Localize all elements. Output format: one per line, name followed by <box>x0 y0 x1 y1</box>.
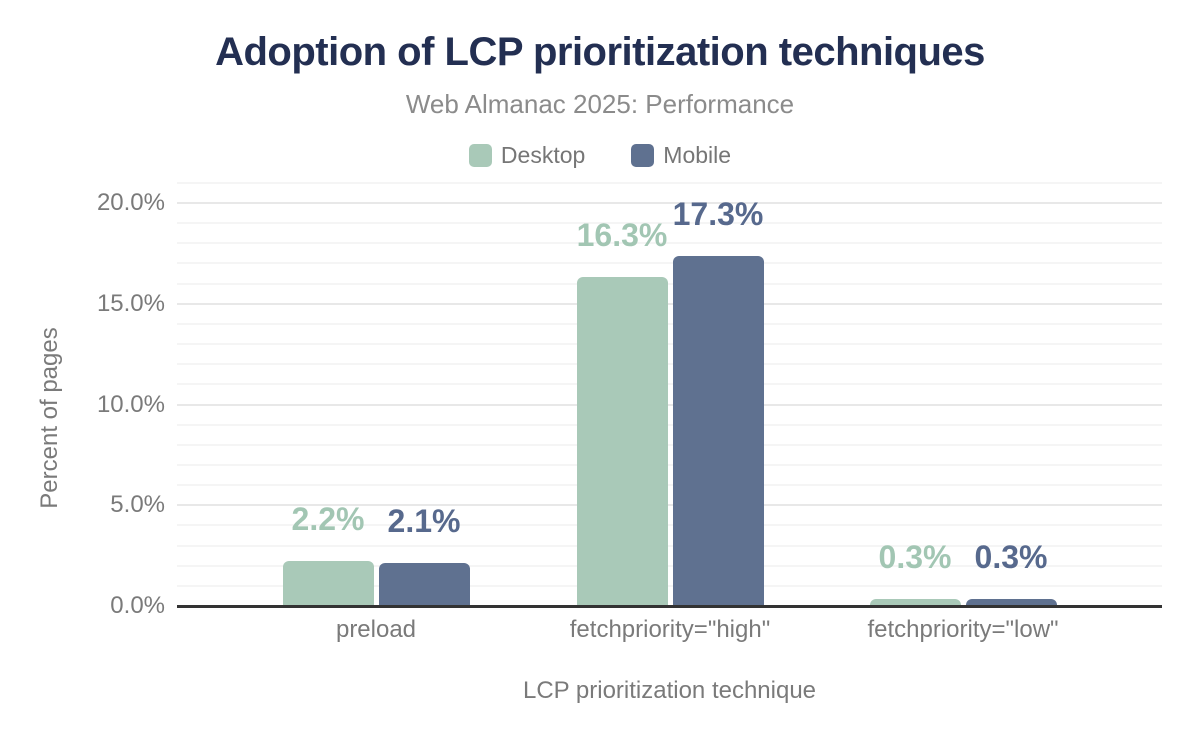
legend: Desktop Mobile <box>0 142 1200 169</box>
mobile-series-swatch-icon <box>631 144 655 167</box>
minor-gridline-2 <box>177 565 1162 567</box>
minor-gridline-4 <box>177 524 1162 526</box>
x-axis-title: LCP prioritization technique <box>522 677 817 704</box>
minor-gridline-16 <box>177 283 1162 285</box>
bar-desktop-2[interactable] <box>869 599 961 605</box>
minor-gridline-7 <box>177 464 1162 466</box>
minor-gridline-17 <box>177 262 1162 264</box>
desktop-series-swatch-icon <box>468 144 492 167</box>
minor-gridline-18 <box>177 242 1162 244</box>
minor-gridline-11 <box>177 383 1162 385</box>
minor-gridline-8 <box>177 444 1162 446</box>
minor-gridline-12 <box>177 363 1162 365</box>
bar-mobile-2[interactable] <box>965 599 1057 605</box>
major-gridline-5 <box>177 504 1162 506</box>
y-tick-15.0%: 15.0% <box>96 290 165 317</box>
minor-gridline-21 <box>177 182 1162 184</box>
category-label-1: fetchpriority="high" <box>569 616 771 643</box>
legend-item-desktop[interactable]: Desktop <box>468 142 586 169</box>
chart-title: Adoption of LCP prioritization technique… <box>215 30 985 74</box>
value-label-mobile-1: 17.3% <box>672 196 764 232</box>
value-label-mobile-2: 0.3% <box>974 539 1048 575</box>
bar-mobile-1[interactable] <box>672 256 764 605</box>
value-label-desktop-0: 2.2% <box>291 501 365 537</box>
value-label-desktop-1: 16.3% <box>576 217 668 253</box>
x-axis-line <box>177 605 1162 608</box>
legend-label-desktop: Desktop <box>500 142 586 168</box>
minor-gridline-6 <box>177 484 1162 486</box>
major-gridline-20 <box>177 202 1162 204</box>
category-label-2: fetchpriority="low" <box>867 616 1059 643</box>
legend-label-mobile: Mobile <box>663 142 732 168</box>
value-label-mobile-0: 2.1% <box>387 503 461 539</box>
y-tick-5.0%: 5.0% <box>110 491 165 518</box>
minor-gridline-14 <box>177 323 1162 325</box>
minor-gridline-19 <box>177 222 1162 224</box>
y-tick-10.0%: 10.0% <box>96 391 165 418</box>
y-tick-20.0%: 20.0% <box>96 189 165 216</box>
legend-item-mobile[interactable]: Mobile <box>631 142 731 169</box>
y-tick-0.0%: 0.0% <box>110 592 165 619</box>
chart-subtitle: Web Almanac 2025: Performance <box>405 89 795 119</box>
bar-mobile-0[interactable] <box>378 563 470 605</box>
major-gridline-15 <box>177 303 1162 305</box>
minor-gridline-13 <box>177 343 1162 345</box>
bar-desktop-1[interactable] <box>576 277 668 605</box>
bar-desktop-0[interactable] <box>282 561 374 605</box>
minor-gridline-9 <box>177 424 1162 426</box>
minor-gridline-1 <box>177 585 1162 587</box>
value-label-desktop-2: 0.3% <box>878 539 952 575</box>
major-gridline-10 <box>177 404 1162 406</box>
category-label-0: preload <box>335 616 417 643</box>
minor-gridline-3 <box>177 545 1162 547</box>
